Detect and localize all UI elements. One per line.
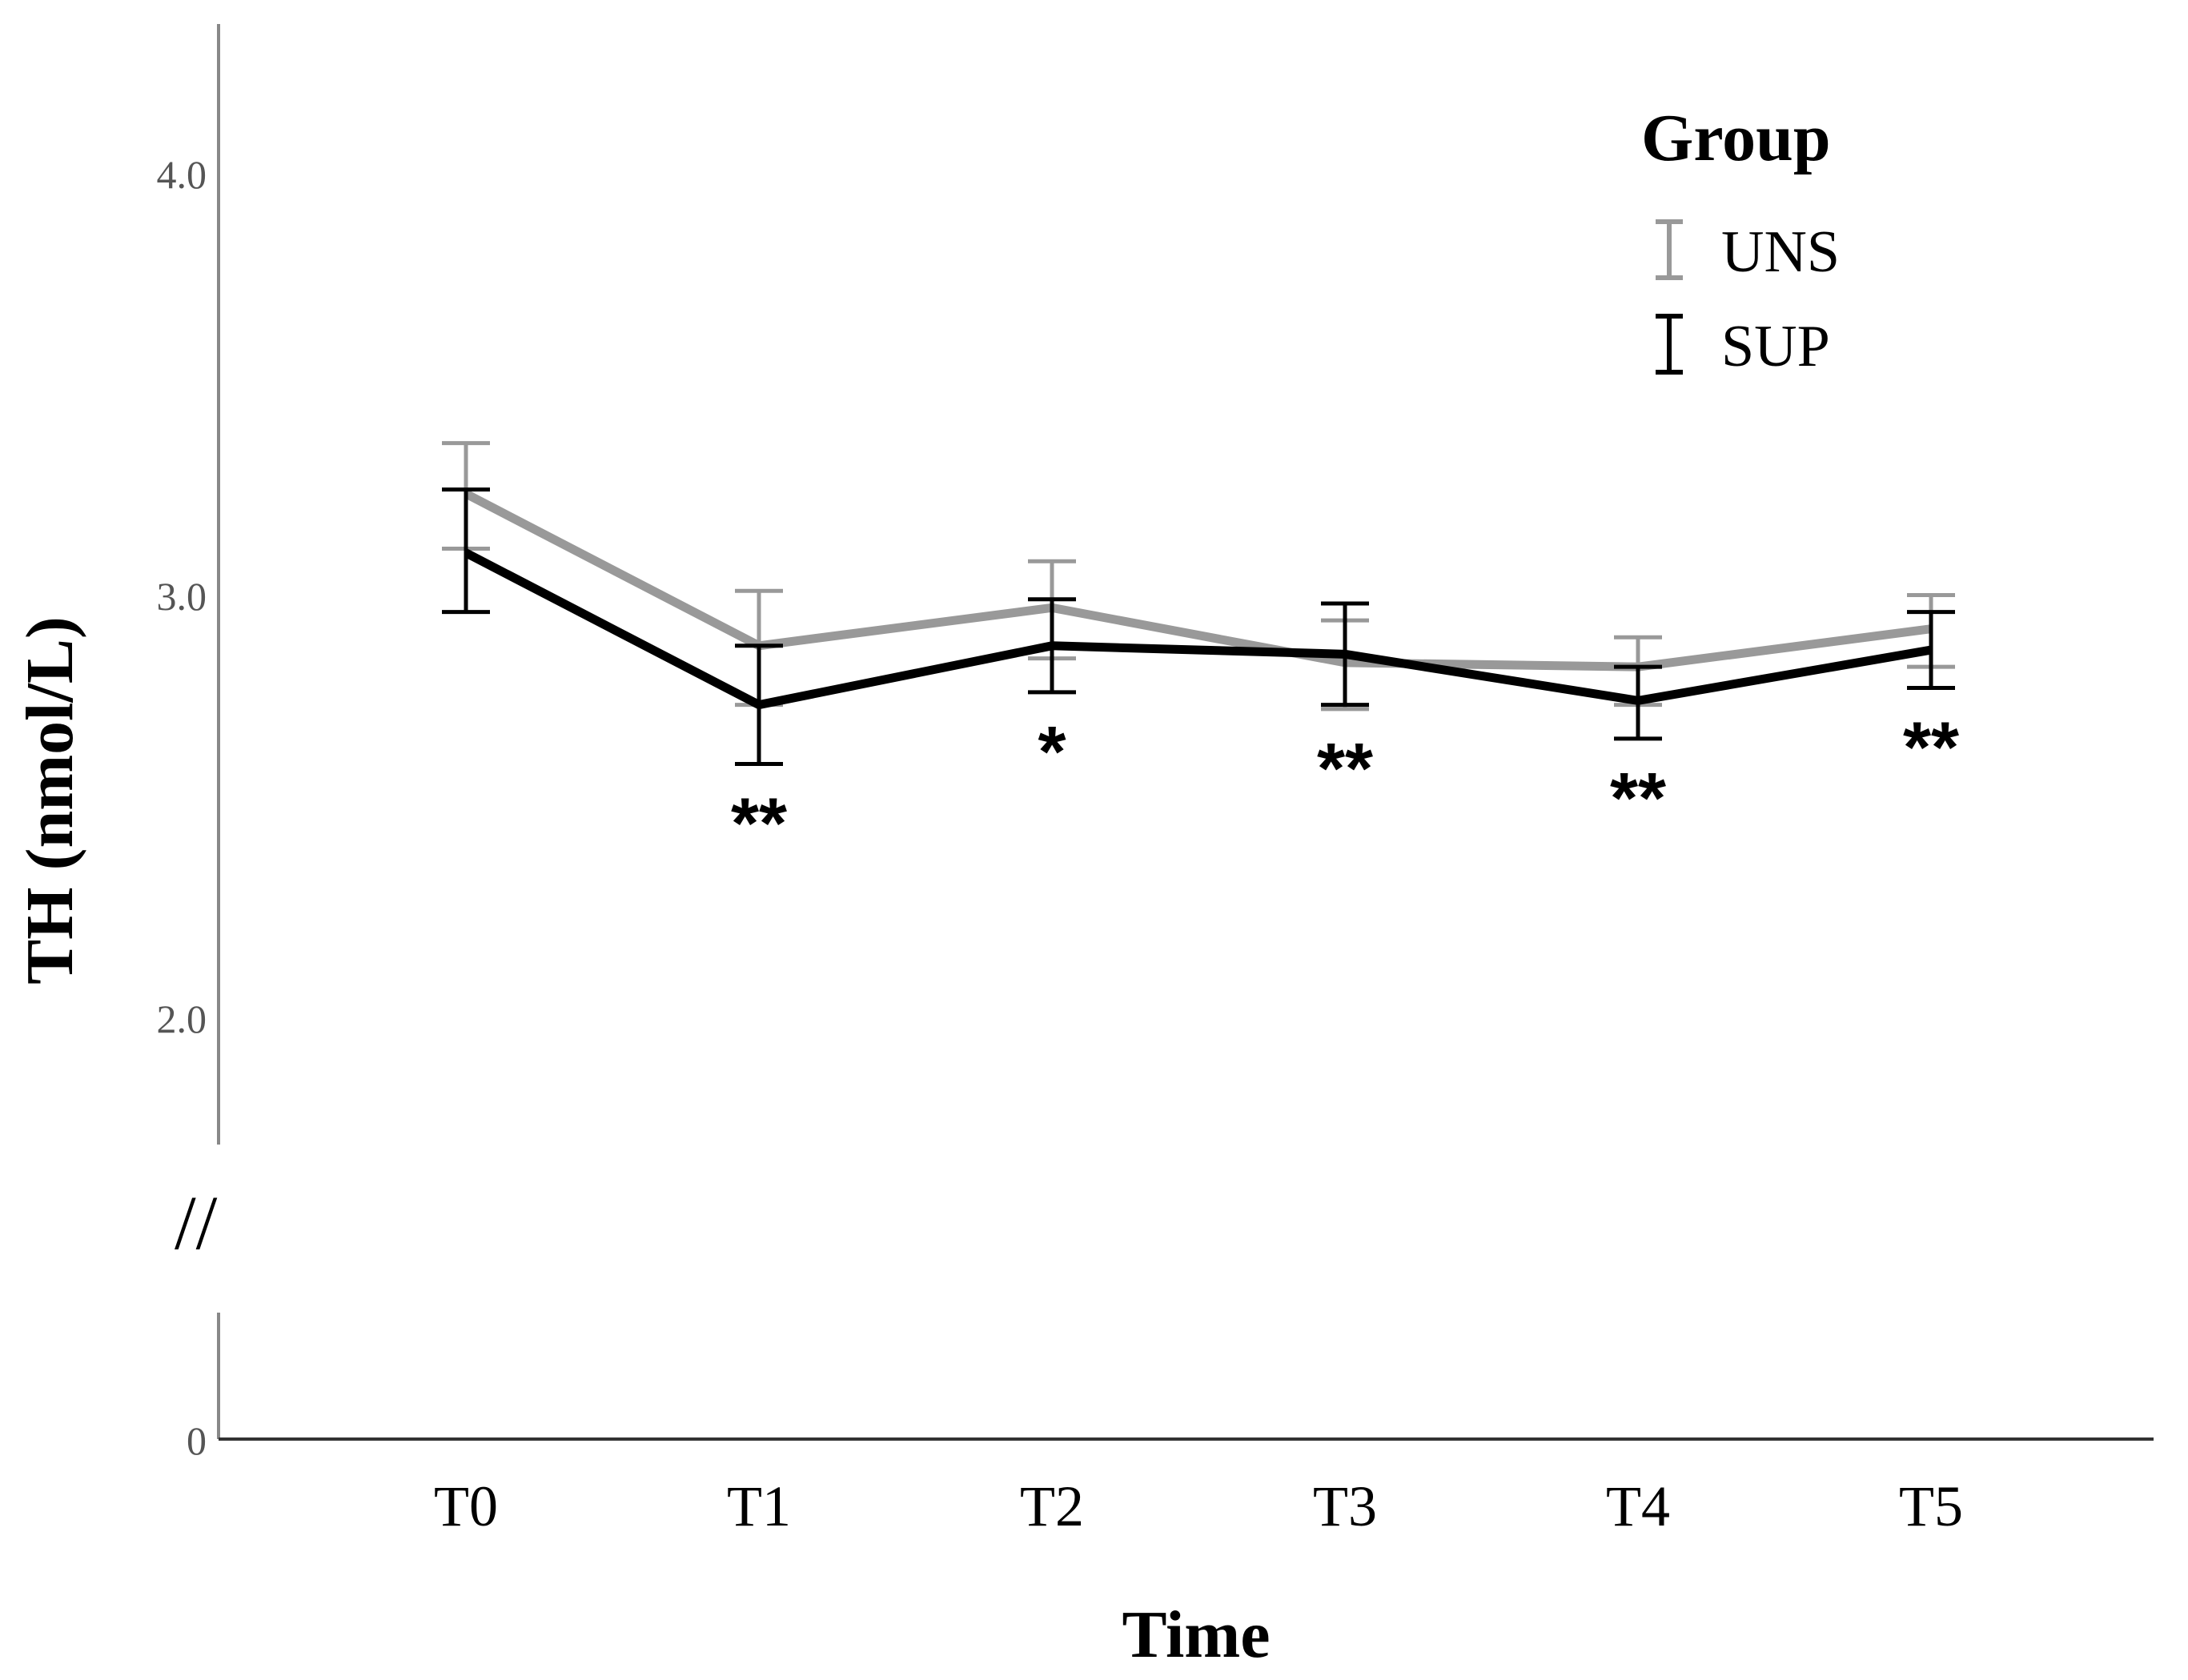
- significance-marker: **: [731, 784, 787, 864]
- series-line: [464, 490, 1932, 672]
- y-tick-label: 4.0: [157, 152, 207, 197]
- y-tick-label: 2.0: [157, 996, 207, 1041]
- x-tick-label: T1: [727, 1474, 791, 1538]
- series-sup: [442, 487, 1955, 766]
- x-tick-label: T4: [1606, 1474, 1670, 1538]
- y-tick-label: 3.0: [157, 574, 207, 619]
- x-tick-label: T0: [434, 1474, 498, 1538]
- series-uns: [442, 441, 1955, 712]
- y-tick-label: 0: [187, 1418, 207, 1463]
- y-axis-title: TH (nmol/L): [13, 616, 87, 984]
- significance-marker: *: [1038, 712, 1066, 792]
- significance-marker: **: [1610, 759, 1666, 839]
- significance-marker: **: [1317, 729, 1373, 809]
- legend-label: UNS: [1721, 219, 1840, 285]
- x-axis-title: Time: [1122, 1598, 1270, 1672]
- series-line: [464, 548, 1932, 710]
- legend-label: SUP: [1721, 314, 1830, 379]
- axis-break-mark: //: [175, 1180, 218, 1265]
- x-tick-label: T5: [1899, 1474, 1963, 1538]
- legend-title: Group: [1641, 101, 1831, 175]
- x-tick-label: T3: [1313, 1474, 1377, 1538]
- legend-item-uns: UNS: [1656, 219, 1840, 285]
- significance-marker: **: [1903, 708, 1959, 788]
- x-tick-label: T2: [1020, 1474, 1084, 1538]
- legend-item-sup: SUP: [1656, 314, 1830, 379]
